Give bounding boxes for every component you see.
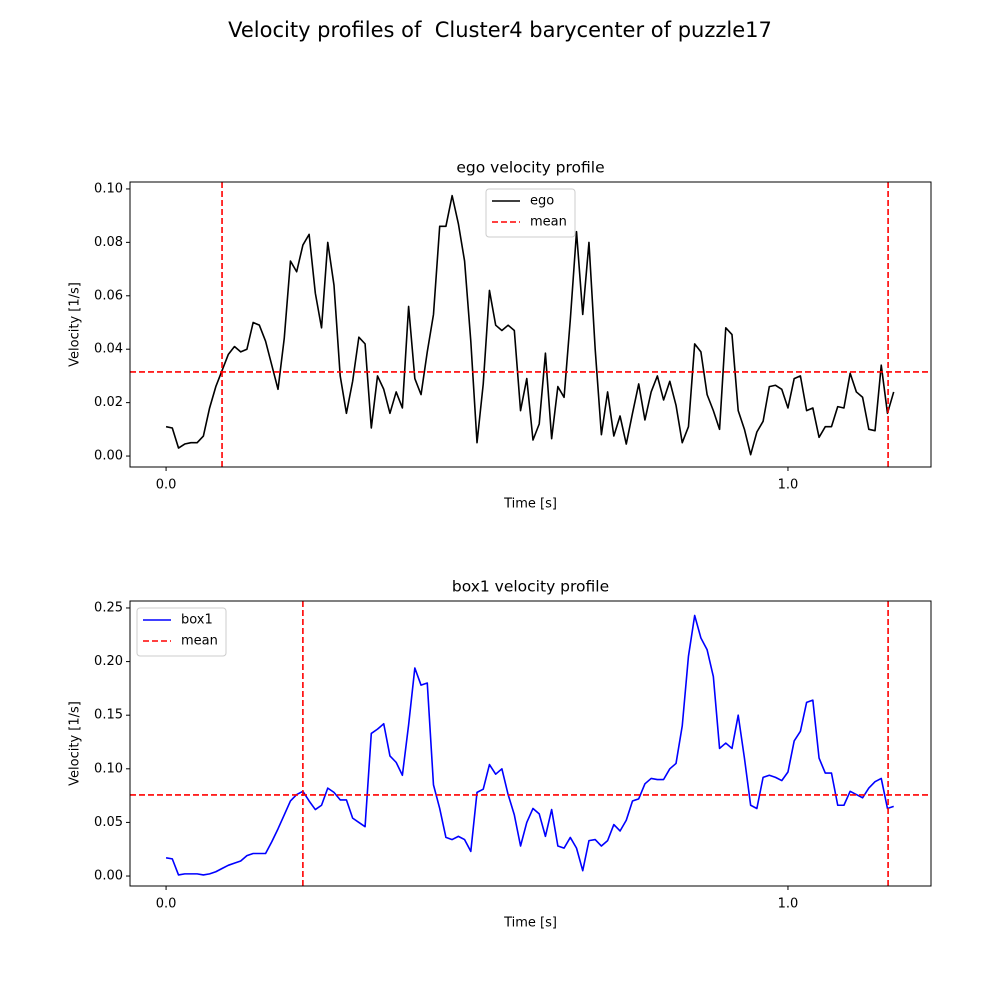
y-tick-label: 0.00 <box>94 449 123 464</box>
y-tick-label: 0.10 <box>94 181 123 196</box>
y-tick-label: 0.10 <box>94 761 123 776</box>
legend-label: mean <box>181 634 218 649</box>
axes-title: ego velocity profile <box>456 159 604 177</box>
y-tick-label: 0.00 <box>94 869 123 884</box>
axes-frame <box>129 600 932 887</box>
plot-area <box>130 182 931 467</box>
y-tick-label: 0.04 <box>94 342 123 357</box>
legend-label: mean <box>530 215 567 230</box>
y-tick-label: 0.05 <box>94 815 123 830</box>
y-tick-label: 0.15 <box>94 708 123 723</box>
x-tick-label: 0.0 <box>156 478 177 493</box>
y-tick-label: 0.25 <box>94 600 123 615</box>
y-tick-label: 0.06 <box>94 288 123 303</box>
y-tick-label: 0.20 <box>94 654 123 669</box>
legend-label: ego <box>530 194 554 209</box>
legend-label: box1 <box>181 613 213 628</box>
axes-title: box1 velocity profile <box>452 578 609 596</box>
y-tick-label: 0.02 <box>94 395 123 410</box>
plot-area <box>130 601 931 886</box>
x-axis-label: Time [s] <box>503 497 557 512</box>
y-axis-label: Velocity [1/s] <box>68 282 83 367</box>
data-line <box>165 194 895 456</box>
x-tick-label: 1.0 <box>778 897 799 912</box>
y-axis-label: Velocity [1/s] <box>68 701 83 786</box>
data-line <box>165 614 894 876</box>
axes-frame <box>129 181 932 468</box>
x-tick-label: 0.0 <box>156 897 177 912</box>
figure-title: Velocity profiles of Cluster4 barycenter… <box>228 18 772 42</box>
x-tick-label: 1.0 <box>778 478 799 493</box>
y-tick-label: 0.08 <box>94 235 123 250</box>
x-axis-label: Time [s] <box>503 916 557 931</box>
